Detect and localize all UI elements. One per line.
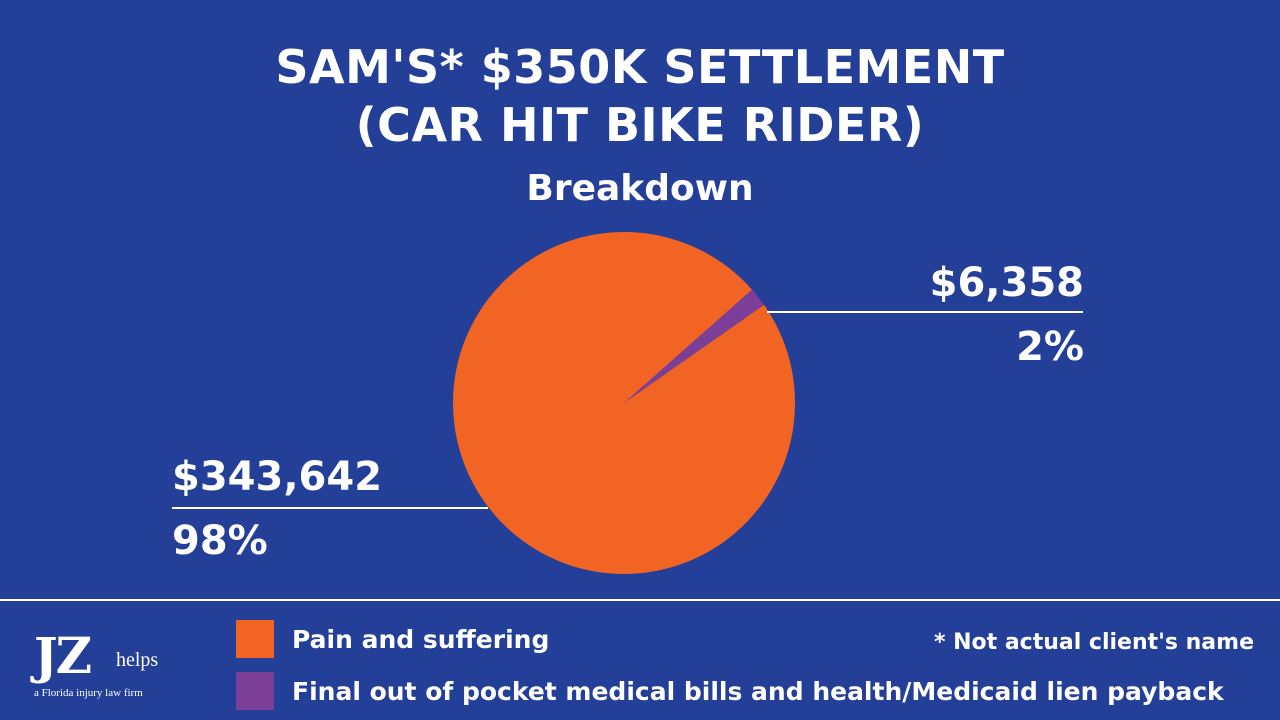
legend-label-medical: Final out of pocket medical bills and he… xyxy=(292,677,1224,706)
slice-percent-label-pain: 98% xyxy=(172,518,268,564)
legend-swatch-medical xyxy=(236,672,274,710)
slice-percent-label-medical: 2% xyxy=(1016,324,1084,370)
legend-label-pain: Pain and suffering xyxy=(292,625,550,654)
slice-value-label-medical: $6,358 xyxy=(929,260,1084,306)
jzhelps-logo: JZ helps a Florida injury law firm xyxy=(30,628,180,708)
footnote: * Not actual client's name xyxy=(933,630,1254,655)
logo-tagline: a Florida injury law firm xyxy=(34,687,143,699)
chart-title: SAM'S* $350K SETTLEMENT (CAR HIT BIKE RI… xyxy=(0,38,1280,154)
slice-value-label-pain: $343,642 xyxy=(172,454,383,500)
pie-slice-medical xyxy=(624,289,765,403)
logo-word: helps xyxy=(116,649,159,671)
chart-title-line2: (CAR HIT BIKE RIDER) xyxy=(355,98,925,152)
legend-swatch-pain xyxy=(236,620,274,658)
pie-slice-pain xyxy=(453,232,796,575)
footer-divider xyxy=(0,599,1280,601)
chart-subtitle: Breakdown xyxy=(526,168,754,209)
chart-title-line1: SAM'S* $350K SETTLEMENT xyxy=(275,40,1005,94)
logo-mark: JZ xyxy=(34,626,92,685)
